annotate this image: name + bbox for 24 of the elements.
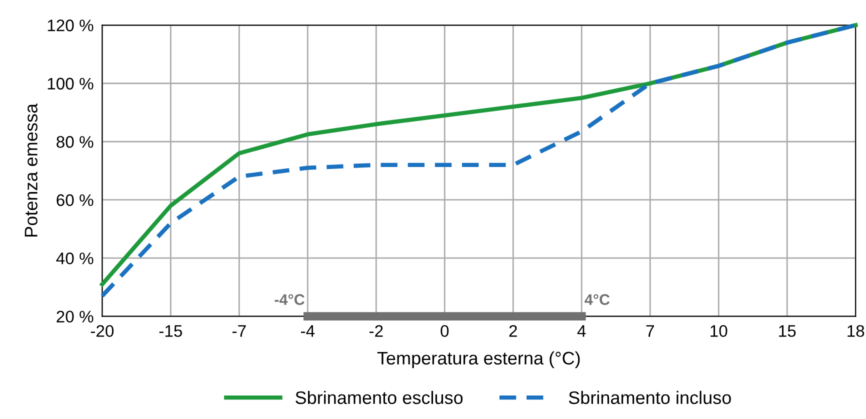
annotation: -4°C (274, 294, 304, 305)
x-tick-label: -2 (369, 325, 383, 337)
x-tick-label: 18 (848, 325, 864, 337)
x-axis-title: Temperatura esterna (°C) (377, 351, 580, 368)
legend-label: Sbrinamento escluso (296, 390, 463, 404)
y-axis-title: Potenza emessa (24, 103, 38, 237)
x-tick-label: -7 (232, 325, 246, 337)
y-tick-label: 40 % (56, 252, 94, 264)
y-tick-label: 100 % (48, 78, 94, 90)
x-tick-label: 0 (440, 325, 449, 337)
y-tick-label: 80 % (56, 136, 94, 148)
x-tick-label: 15 (779, 325, 796, 337)
y-tick-label: 60 % (56, 194, 94, 206)
x-tick-label: 2 (509, 325, 517, 337)
x-tick-label: 7 (646, 325, 654, 337)
x-tick-label: 4 (577, 325, 586, 337)
y-tick-label: 20 % (56, 310, 94, 323)
x-tick-label: -4 (300, 325, 315, 337)
y-tick-label: 120 % (48, 20, 94, 32)
legend-label: Sbrinamento incluso (568, 390, 731, 404)
annotation: 4°C (584, 294, 610, 305)
x-tick-label: -15 (159, 325, 182, 337)
x-tick-label: 10 (710, 325, 728, 337)
x-tick-label: -20 (90, 325, 114, 337)
